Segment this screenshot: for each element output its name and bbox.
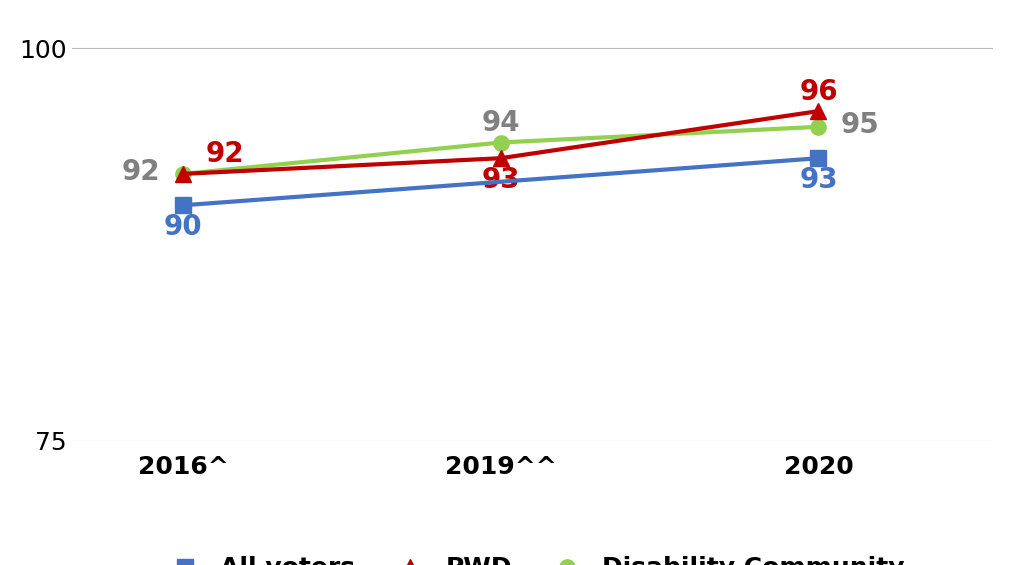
Legend: All voters, PWD, Disability Community: All voters, PWD, Disability Community bbox=[151, 546, 914, 565]
Text: 93: 93 bbox=[799, 166, 838, 194]
Text: 93: 93 bbox=[481, 166, 520, 194]
Text: 95: 95 bbox=[841, 111, 880, 139]
Text: 90: 90 bbox=[164, 213, 202, 241]
Text: 96: 96 bbox=[799, 77, 838, 106]
Text: 92: 92 bbox=[205, 140, 244, 168]
Text: 94: 94 bbox=[481, 109, 520, 137]
Text: 92: 92 bbox=[122, 158, 161, 186]
